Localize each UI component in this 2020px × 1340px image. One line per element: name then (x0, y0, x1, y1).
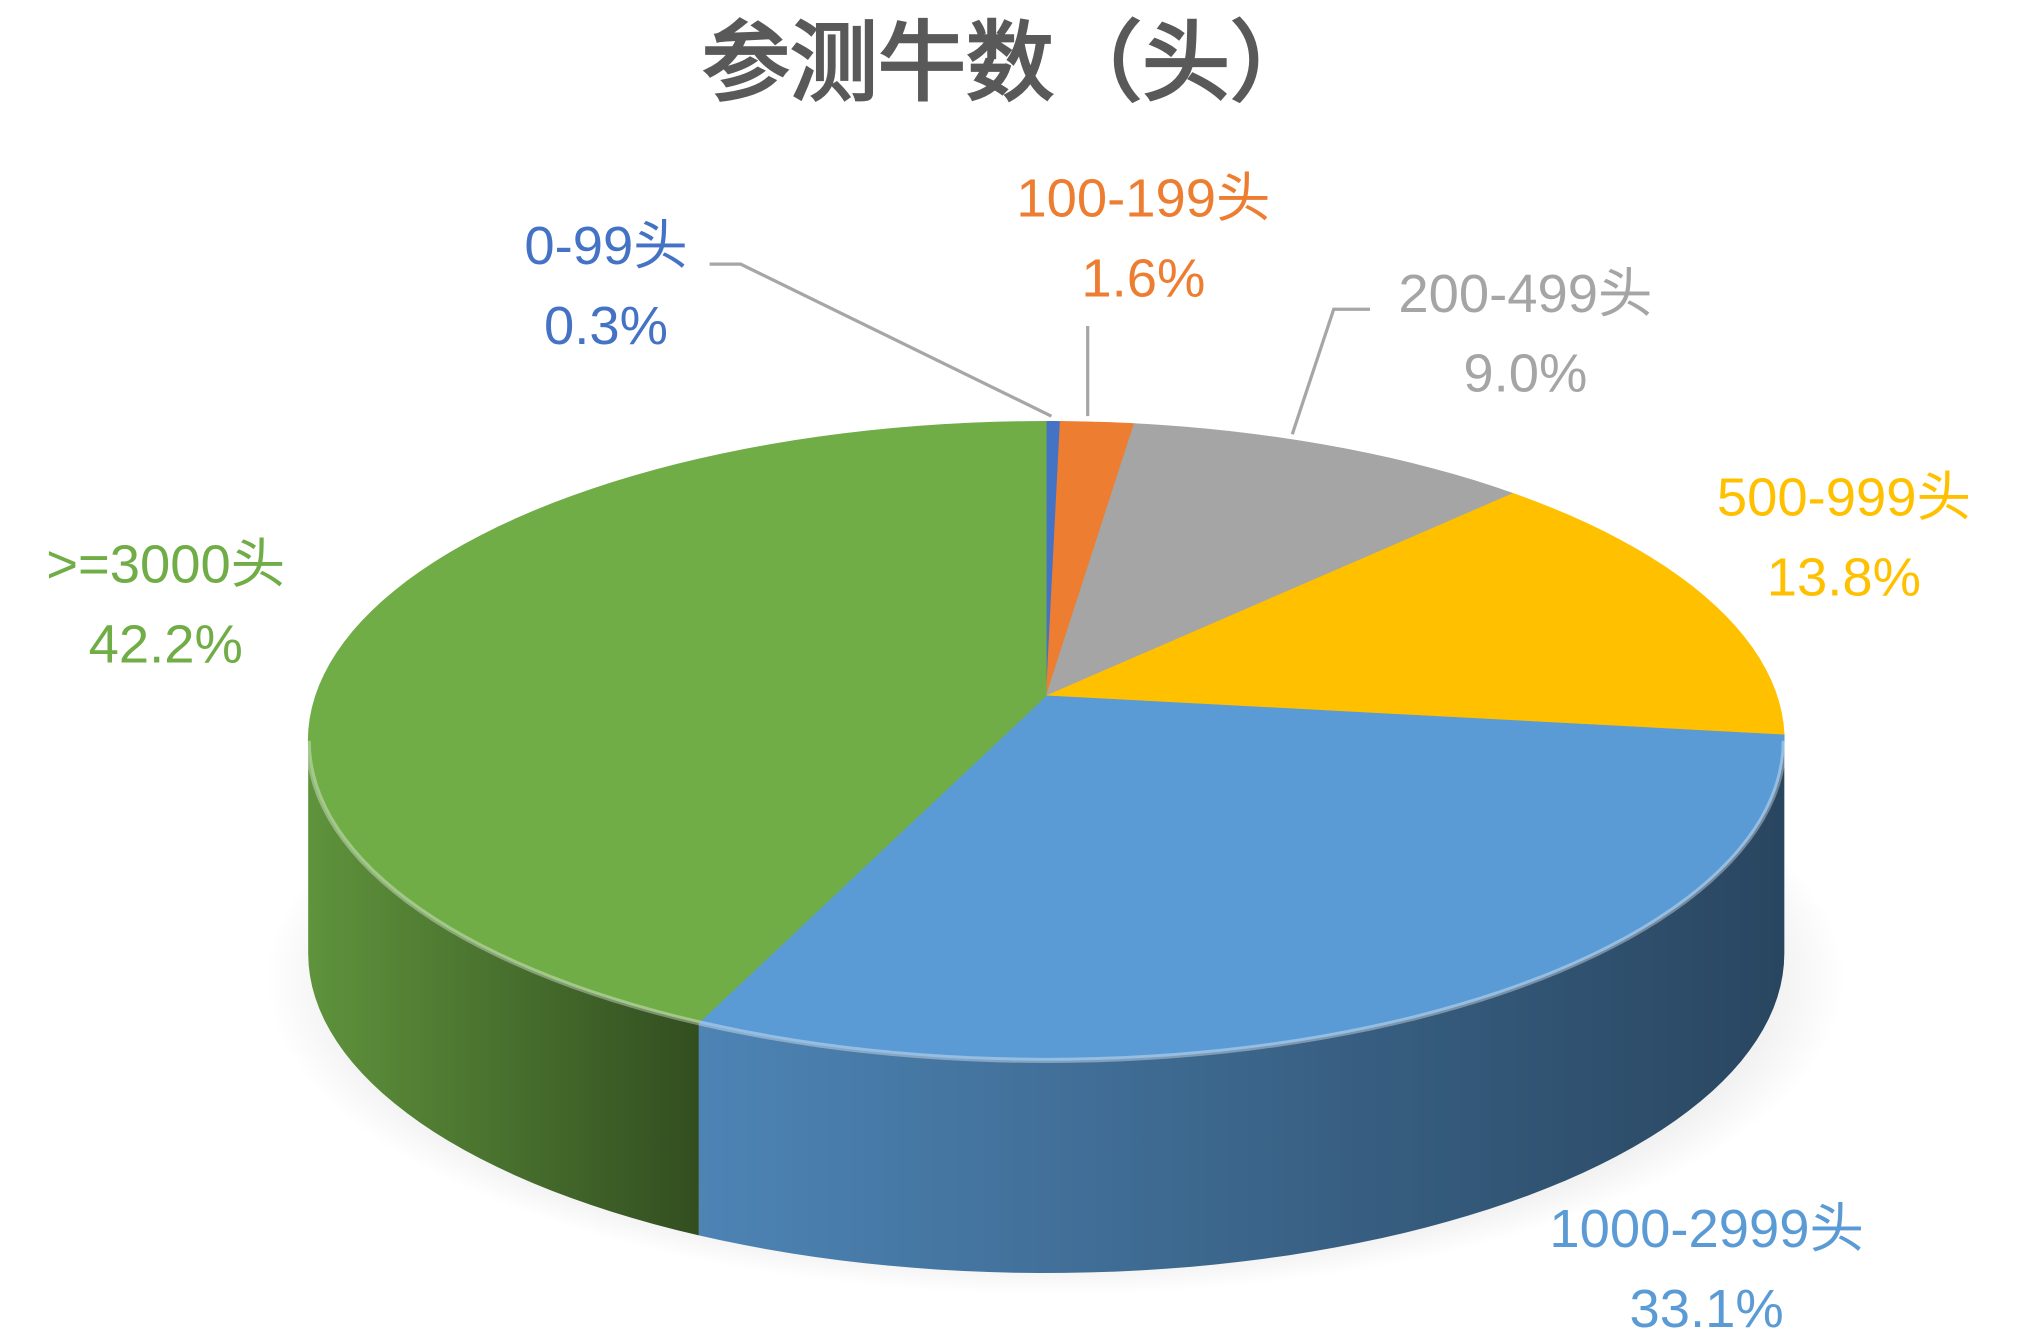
pie-slice-4[interactable] (698, 695, 1785, 1061)
pie-rim-highlight (305, 740, 1787, 1063)
slice-side-4 (698, 740, 1785, 1273)
data-label-category-3: 500-999头 (1717, 468, 1971, 528)
data-label-value-4: 33.1% (1630, 1279, 1784, 1339)
slice-side-5 (308, 740, 699, 1236)
pie-slice-5[interactable] (307, 421, 1047, 1024)
data-label-category-2: 200-499头 (1398, 264, 1652, 324)
pie-slice-2[interactable] (1045, 423, 1515, 697)
data-label-value-3: 13.8% (1767, 547, 1921, 607)
data-label-value-5: 42.2% (89, 614, 243, 674)
data-label-value-0: 0.3% (544, 296, 668, 356)
data-label-value-2: 9.0% (1463, 344, 1587, 404)
data-label-category-5: >=3000头 (46, 535, 285, 595)
data-label-category-1: 100-199头 (1016, 169, 1270, 229)
leader-line-0 (709, 262, 1053, 418)
chart-title: 参测牛数（头） (702, 11, 1318, 114)
pie-slice-3[interactable] (1046, 493, 1785, 736)
leader-line-2 (1290, 307, 1370, 435)
data-label-category-0: 0-99头 (524, 216, 687, 276)
data-label-value-1: 1.6% (1081, 248, 1205, 308)
data-label-category-4: 1000-2999头 (1549, 1199, 1863, 1259)
